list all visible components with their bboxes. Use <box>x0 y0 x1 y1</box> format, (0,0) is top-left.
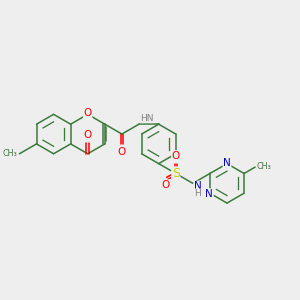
Text: O: O <box>162 180 170 190</box>
Text: CH₃: CH₃ <box>2 149 17 158</box>
Text: S: S <box>172 167 180 180</box>
Text: O: O <box>84 109 92 118</box>
Text: O: O <box>84 130 92 140</box>
Text: N: N <box>194 181 202 191</box>
Text: N: N <box>206 189 213 199</box>
Text: HN: HN <box>140 114 154 123</box>
Text: CH₃: CH₃ <box>256 162 272 171</box>
Text: O: O <box>118 147 126 157</box>
Text: N: N <box>223 158 231 168</box>
Text: H: H <box>194 189 200 198</box>
Text: O: O <box>172 151 180 161</box>
